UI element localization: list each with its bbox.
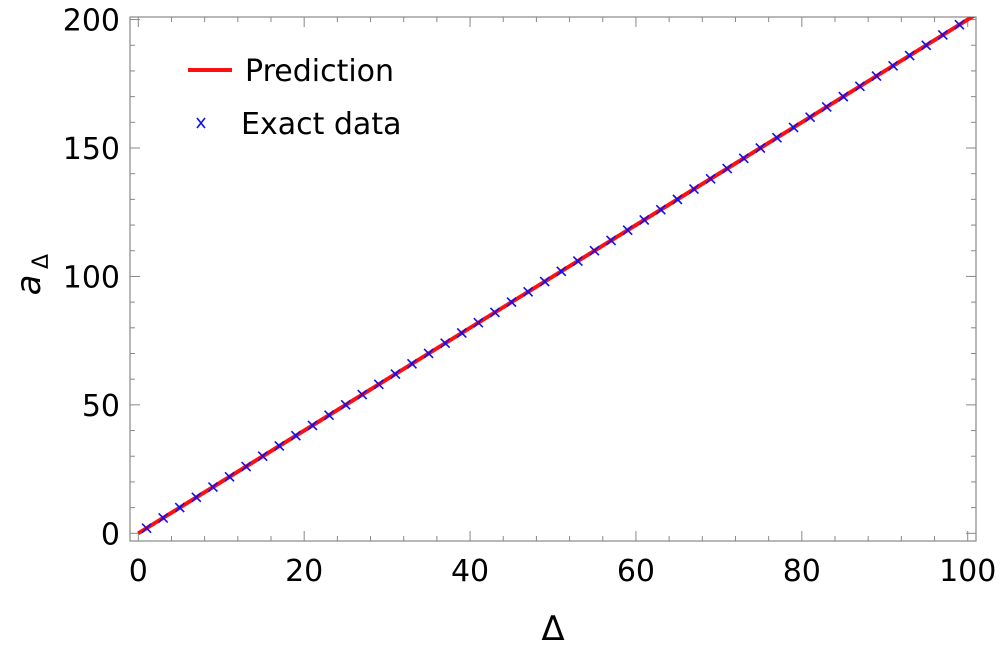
exact-data-point — [805, 112, 816, 123]
y-axis-ticks: 0 50 100 150 200 — [63, 4, 976, 552]
exact-data-point — [755, 142, 766, 154]
exact-data-point — [622, 225, 633, 236]
exact-data-point — [141, 523, 152, 534]
exact-data-point — [340, 399, 351, 410]
exact-data-point — [921, 40, 932, 51]
exact-data-point — [290, 430, 301, 441]
x-tick-label: 20 — [285, 554, 323, 589]
exact-data-point — [191, 492, 202, 503]
y-tick-label: 0 — [101, 517, 120, 552]
exact-data-point — [771, 132, 783, 143]
exact-data-point — [589, 245, 600, 256]
x-tick-label: 80 — [783, 554, 821, 589]
legend-exact-data-label: Exact data — [241, 107, 401, 142]
exact-data-point — [788, 122, 799, 133]
exact-data-point — [224, 471, 235, 482]
minor-ticks — [130, 17, 976, 541]
exact-data-point — [207, 481, 219, 493]
exact-data-point — [390, 368, 401, 380]
y-tick-label: 100 — [63, 260, 120, 295]
exact-data-point — [174, 502, 185, 513]
exact-data-point — [854, 81, 865, 92]
exact-data-point — [672, 194, 683, 205]
exact-data-point — [705, 173, 716, 184]
exact-data-point — [838, 91, 849, 102]
x-tick-label: 100 — [939, 554, 996, 589]
legend-exact-data-marker — [196, 117, 206, 129]
y-axis-label-subscript: Δ — [29, 254, 54, 269]
exact-data-point — [937, 29, 948, 41]
exact-data-point — [722, 163, 733, 174]
exact-data-point — [556, 266, 567, 277]
exact-data-point — [572, 255, 583, 267]
exact-data-point — [821, 101, 832, 112]
x-axis-label: Δ — [541, 609, 564, 649]
x-tick-label: 0 — [129, 554, 148, 589]
series-layer — [137, 17, 976, 535]
exact-data-point — [904, 50, 915, 61]
exact-data-point — [440, 338, 451, 349]
exact-data-point — [357, 389, 368, 400]
exact-data-point — [257, 451, 268, 462]
exact-data-point — [241, 461, 252, 472]
exact-data-point — [738, 153, 749, 164]
exact-data-point — [489, 307, 501, 318]
exact-data-point — [871, 71, 882, 82]
x-axis-ticks: 0 20 40 60 80 100 — [129, 17, 996, 589]
y-axis-label-base: a — [9, 275, 49, 296]
y-tick-label: 200 — [63, 4, 120, 39]
y-axis-label: a Δ — [9, 254, 54, 295]
exact-data-point — [307, 420, 318, 431]
exact-data-point — [506, 297, 517, 308]
x-tick-label: 60 — [617, 554, 655, 589]
exact-data-point — [158, 512, 169, 523]
exact-data-point — [274, 440, 285, 452]
exact-data-point — [423, 348, 434, 359]
legend-prediction-label: Prediction — [245, 54, 394, 89]
exact-data-point — [523, 286, 534, 297]
exact-data-point — [539, 276, 550, 287]
exact-data-point — [605, 235, 617, 246]
exact-data-point — [373, 379, 384, 390]
exact-data-point — [688, 184, 700, 195]
exact-data-point — [406, 358, 418, 369]
exact-data-point — [639, 214, 650, 225]
exact-data-point — [323, 410, 335, 421]
x-tick-label: 40 — [451, 554, 489, 589]
exact-data-point — [473, 317, 484, 328]
y-tick-label: 50 — [82, 389, 120, 424]
exact-data-point — [655, 204, 666, 215]
exact-data-point — [456, 327, 467, 339]
exact-data-point — [954, 19, 965, 30]
plot-area — [137, 17, 976, 535]
legend: Prediction Exact data — [188, 54, 401, 142]
y-tick-label: 150 — [63, 132, 120, 167]
plot-frame — [129, 16, 977, 542]
exact-data-point — [887, 60, 899, 71]
